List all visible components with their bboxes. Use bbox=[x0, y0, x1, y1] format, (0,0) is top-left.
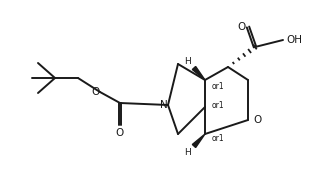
Polygon shape bbox=[192, 66, 205, 80]
Text: H: H bbox=[184, 57, 191, 66]
Text: or1: or1 bbox=[212, 82, 225, 91]
Text: OH: OH bbox=[286, 35, 302, 45]
Text: or1: or1 bbox=[212, 134, 225, 143]
Text: N: N bbox=[160, 100, 168, 110]
Text: O: O bbox=[238, 22, 246, 32]
Text: or1: or1 bbox=[212, 101, 225, 110]
Text: O: O bbox=[253, 115, 261, 125]
Text: O: O bbox=[92, 87, 100, 97]
Text: H: H bbox=[184, 148, 191, 157]
Text: O: O bbox=[116, 128, 124, 138]
Polygon shape bbox=[192, 134, 205, 148]
